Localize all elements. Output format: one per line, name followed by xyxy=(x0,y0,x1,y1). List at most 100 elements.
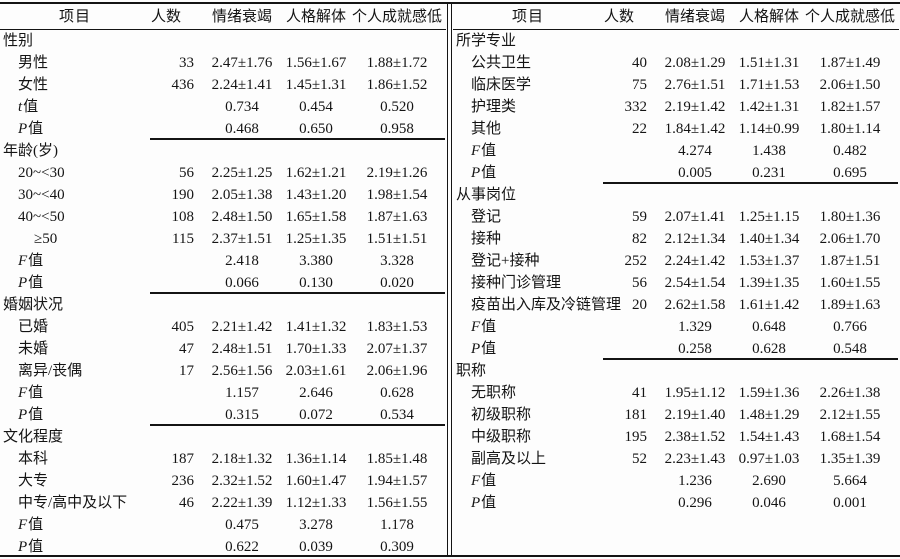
value-cell: 1.157 xyxy=(225,384,259,401)
value-cell: 1.95±1.12 xyxy=(664,384,726,401)
row-label: ≥50 xyxy=(34,230,58,247)
count-cell: 436 xyxy=(171,76,195,93)
value-cell: 2.12±1.34 xyxy=(664,230,726,247)
value-cell: 2.690 xyxy=(752,472,786,489)
value-cell: 1.40±1.34 xyxy=(738,230,800,247)
stat-row: P值 0.005 0.231 0.695 xyxy=(453,162,899,184)
value-cell: 1.43±1.20 xyxy=(285,186,347,203)
value-cell: 1.68±1.54 xyxy=(819,428,881,445)
row-label: 临床医学 xyxy=(471,76,532,93)
row-label: 登记 xyxy=(471,208,502,225)
value-cell: 4.274 xyxy=(678,142,712,159)
row-label: 中专/高中及以下 xyxy=(18,494,128,511)
value-cell: 1.36±1.14 xyxy=(285,450,347,467)
section-separator-rule xyxy=(603,182,898,184)
value-cell: 1.53±1.37 xyxy=(738,252,800,269)
table-row: 无职称 41 1.95±1.12 1.59±1.36 2.26±1.38 xyxy=(453,382,899,404)
value-cell: 0.734 xyxy=(225,98,259,115)
value-cell: 1.56±1.55 xyxy=(366,494,428,511)
stat-row: F值 1.329 0.648 0.766 xyxy=(453,316,899,338)
stat-row: P值 0.296 0.046 0.001 xyxy=(453,492,899,514)
value-cell: 2.646 xyxy=(299,384,333,401)
row-label: F值 xyxy=(471,142,497,159)
section-separator-rule xyxy=(150,138,445,140)
value-cell: 0.520 xyxy=(380,98,414,115)
value-cell: 2.54±1.54 xyxy=(664,274,726,291)
value-cell: 0.648 xyxy=(752,318,786,335)
value-cell: 1.70±1.33 xyxy=(285,340,347,357)
value-cell: 0.97±1.03 xyxy=(738,450,800,467)
table-row: 未婚 47 2.48±1.51 1.70±1.33 2.07±1.37 xyxy=(0,338,446,360)
value-cell: 0.020 xyxy=(380,274,414,291)
row-label: F值 xyxy=(18,384,44,401)
value-cell: 1.39±1.35 xyxy=(738,274,800,291)
row-label: 其他 xyxy=(471,120,502,137)
value-cell: 0.628 xyxy=(380,384,414,401)
value-cell: 1.87±1.63 xyxy=(366,208,428,225)
column-header-1: 人数 xyxy=(603,8,634,25)
value-cell: 0.130 xyxy=(299,274,333,291)
value-cell: 1.51±1.31 xyxy=(738,54,800,71)
value-cell: 0.695 xyxy=(833,164,867,181)
value-cell: 0.072 xyxy=(299,406,333,423)
value-cell: 1.45±1.31 xyxy=(285,76,347,93)
stat-row: F值 2.418 3.380 3.328 xyxy=(0,250,446,272)
count-cell: 47 xyxy=(179,340,194,357)
value-cell: 2.26±1.38 xyxy=(819,384,881,401)
row-label: 30~<40 xyxy=(18,186,65,203)
value-cell: 2.19±1.40 xyxy=(664,406,726,423)
value-cell: 0.005 xyxy=(678,164,712,181)
count-cell: 236 xyxy=(171,472,195,489)
value-cell: 0.475 xyxy=(225,516,259,533)
column-header-0: 项目 xyxy=(58,8,91,25)
section-label: 婚姻状况 xyxy=(3,296,64,313)
value-cell: 1.84±1.42 xyxy=(664,120,726,137)
value-cell: 0.468 xyxy=(225,120,259,137)
table-row: 登记+接种 252 2.24±1.42 1.53±1.37 1.87±1.51 xyxy=(453,250,899,272)
value-cell: 3.278 xyxy=(299,516,333,533)
value-cell: 2.08±1.29 xyxy=(664,54,726,71)
value-cell: 0.628 xyxy=(752,340,786,357)
row-label: 疫苗出入库及冷链管理 xyxy=(471,296,622,313)
value-cell: 1.178 xyxy=(380,516,414,533)
value-cell: 2.05±1.38 xyxy=(211,186,273,203)
table-row: 本科 187 2.18±1.32 1.36±1.14 1.85±1.48 xyxy=(0,448,446,470)
count-cell: 41 xyxy=(632,384,647,401)
row-label: P值 xyxy=(18,538,44,555)
section-label: 文化程度 xyxy=(3,428,64,445)
section-separator-rule xyxy=(150,292,445,294)
row-label: 初级职称 xyxy=(471,406,532,423)
value-cell: 2.19±1.42 xyxy=(664,98,726,115)
table-row: 临床医学 75 2.76±1.51 1.71±1.53 2.06±1.50 xyxy=(453,74,899,96)
row-label: 护理类 xyxy=(471,98,517,115)
value-cell: 2.48±1.51 xyxy=(211,340,273,357)
column-header-3: 人格解体 xyxy=(738,8,799,25)
value-cell: 5.664 xyxy=(833,472,867,489)
value-cell: 2.22±1.39 xyxy=(211,494,273,511)
column-header-2: 情绪衰竭 xyxy=(211,8,272,25)
value-cell: 0.482 xyxy=(833,142,867,159)
table-row: 其他 22 1.84±1.42 1.14±0.99 1.80±1.14 xyxy=(453,118,899,140)
table-top-border xyxy=(0,2,900,5)
row-label: P值 xyxy=(471,340,497,357)
value-cell: 2.56±1.56 xyxy=(211,362,273,379)
count-cell: 75 xyxy=(632,76,647,93)
row-label: t值 xyxy=(18,98,39,115)
value-cell: 1.71±1.53 xyxy=(738,76,800,93)
value-cell: 1.83±1.53 xyxy=(366,318,428,335)
table-row: 公共卫生 40 2.08±1.29 1.51±1.31 1.87±1.49 xyxy=(453,52,899,74)
value-cell: 1.35±1.39 xyxy=(819,450,881,467)
count-cell: 405 xyxy=(171,318,195,335)
right-table: 项目 人数 情绪衰竭 人格解体 个人成就感低 所学专业 公共卫生 40 2.08±1.29 1.5… xyxy=(453,5,899,514)
value-cell: 2.418 xyxy=(225,252,259,269)
table-row: 20~<30 56 2.25±1.25 1.62±1.21 2.19±1.26 xyxy=(0,162,446,184)
value-cell: 0.315 xyxy=(225,406,259,423)
row-label: F值 xyxy=(471,318,497,335)
value-cell: 0.001 xyxy=(833,494,867,511)
section-label: 从事岗位 xyxy=(456,186,517,203)
value-cell: 0.046 xyxy=(752,494,786,511)
row-label: F值 xyxy=(18,252,44,269)
table-row: 护理类 332 2.19±1.42 1.42±1.31 1.82±1.57 xyxy=(453,96,899,118)
value-cell: 1.80±1.36 xyxy=(819,208,881,225)
